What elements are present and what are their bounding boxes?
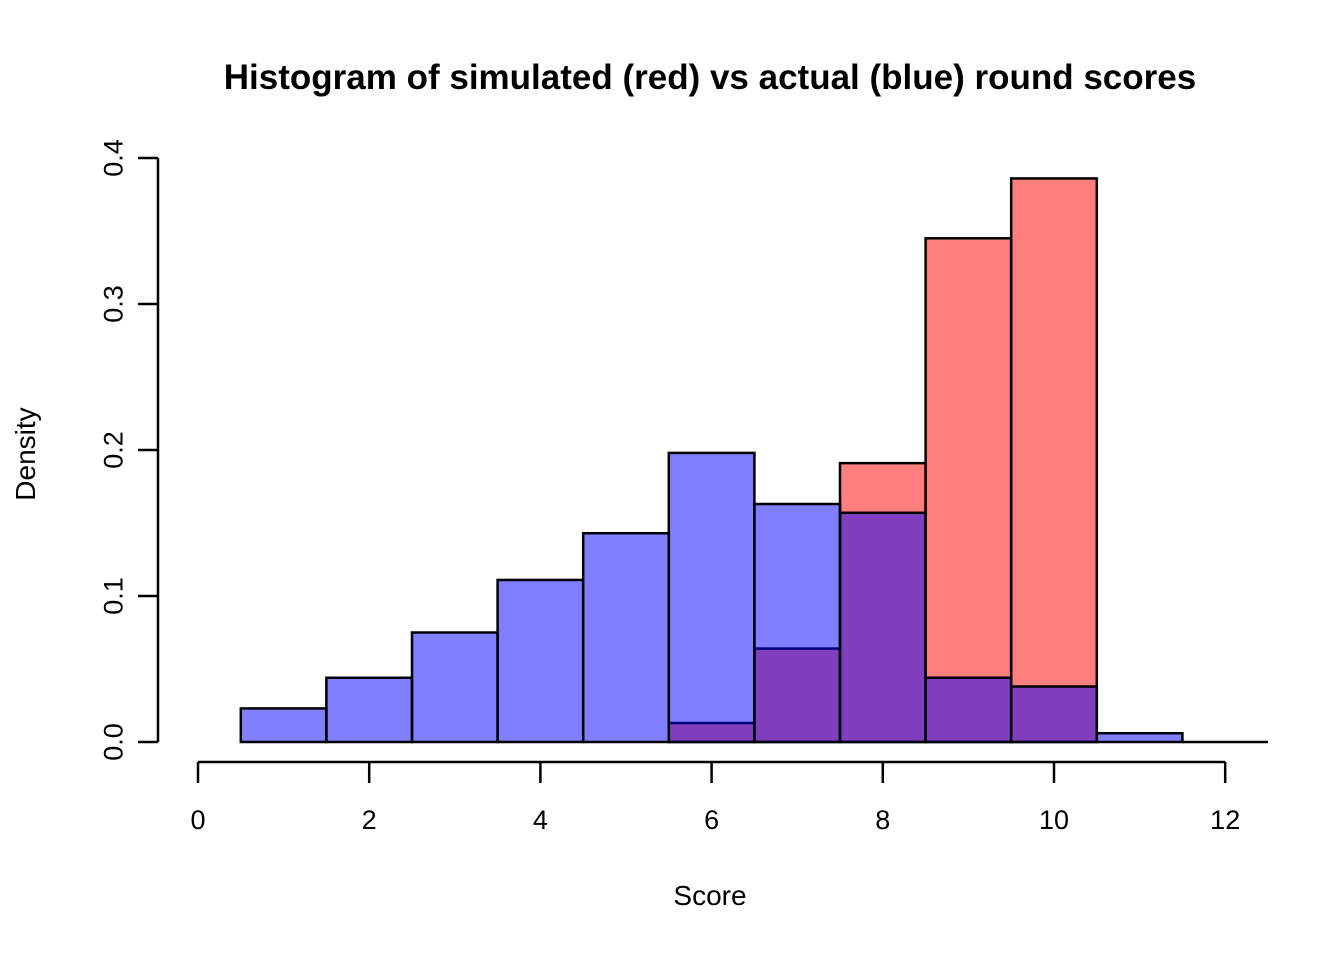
x-tick-label: 0 xyxy=(190,805,205,835)
x-tick-label: 10 xyxy=(1039,805,1069,835)
x-axis-label: Score xyxy=(673,880,747,911)
chart-title: Histogram of simulated (red) vs actual (… xyxy=(223,58,1197,97)
actual-bar xyxy=(667,451,756,744)
y-tick-label: 0.2 xyxy=(98,431,128,469)
simulated-bar xyxy=(1009,177,1099,744)
x-tick-label: 8 xyxy=(875,805,890,835)
actual-bar xyxy=(1009,685,1099,744)
y-tick-label: 0.0 xyxy=(98,723,128,761)
x-tick-label: 12 xyxy=(1210,805,1240,835)
actual-bar xyxy=(239,707,328,744)
y-tick-label: 0.3 xyxy=(98,285,128,323)
actual-bar xyxy=(325,676,414,744)
x-tick-label: 2 xyxy=(362,805,377,835)
actual-bar xyxy=(581,531,671,744)
actual-bar xyxy=(838,511,927,744)
x-tick-label: 4 xyxy=(533,805,548,835)
actual-bar xyxy=(1095,731,1184,744)
y-tick-label: 0.4 xyxy=(98,139,128,177)
simulated-bar xyxy=(924,237,1013,744)
x-tick-label: 6 xyxy=(704,805,719,835)
actual-bar xyxy=(924,676,1013,744)
actual-bar xyxy=(410,631,499,744)
y-tick-label: 0.1 xyxy=(98,577,128,615)
actual-bar xyxy=(496,578,585,744)
actual-bar xyxy=(753,502,842,744)
